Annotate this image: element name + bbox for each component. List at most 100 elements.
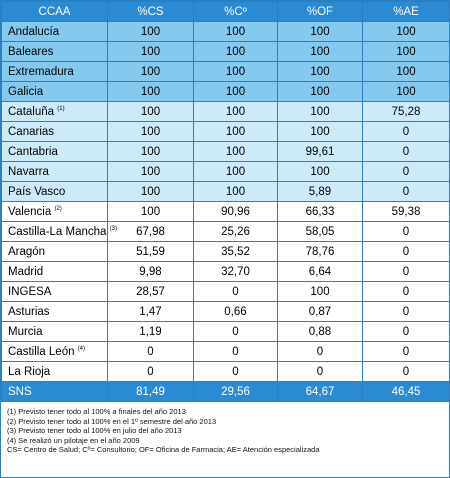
region-cell: La Rioja (1, 361, 108, 382)
region-name: Castilla-La Mancha (8, 225, 107, 238)
header-row: CCAA %CS %Cº %OF %AE (1, 1, 450, 22)
value-cell: 100 (107, 121, 194, 142)
value-cell: 0 (193, 341, 278, 362)
region-cell: Galicia (1, 81, 108, 102)
row: Cantabria 100 100 99,61 0 (1, 141, 450, 162)
value-cell: 0 (362, 261, 450, 282)
header-cell: %OF (277, 1, 363, 22)
footnote: (4) Se realizó un pilotaje en el año 200… (7, 435, 140, 445)
region-cell: Asturias (1, 301, 108, 322)
region-name: Extremadura (8, 65, 74, 78)
row: Baleares 100 100 100 100 (1, 41, 450, 62)
value-cell: 0 (107, 361, 194, 382)
header-cell: %Cº (193, 1, 278, 22)
region-name: Cataluña (8, 105, 55, 118)
row: Valencia (2) 100 90,96 66,33 59,38 (1, 201, 450, 222)
value-cell: 100 (277, 161, 363, 182)
row: Canarias 100 100 100 0 (1, 121, 450, 142)
note-ref: (1) (57, 105, 65, 112)
value-cell: 100 (277, 21, 363, 42)
region-cell: Castilla-La Mancha (3) (1, 221, 117, 242)
value-cell: 9,98 (107, 261, 194, 282)
region-cell: SNS (1, 381, 108, 402)
value-cell: 64,67 (277, 381, 363, 402)
footnote: CS= Centro de Salud; Cº= Consultorio; OF… (7, 445, 320, 454)
region-cell: Cataluña (1) (1, 101, 108, 122)
value-cell: 100 (277, 281, 363, 302)
value-cell: 0 (362, 281, 450, 302)
region-cell: Castilla León (4) (1, 341, 108, 362)
note-ref: (3) (109, 225, 117, 232)
region-name: País Vasco (8, 185, 66, 198)
value-cell: 100 (193, 101, 278, 122)
row: Cataluña (1) 100 100 100 75,28 (1, 101, 450, 122)
value-cell: 59,38 (362, 201, 450, 222)
value-cell: 1,47 (107, 301, 194, 322)
region-name: Canarias (8, 125, 55, 138)
value-cell: 46,45 (362, 381, 450, 402)
value-cell: 0 (193, 361, 278, 382)
value-cell: 100 (107, 201, 194, 222)
value-cell: 100 (193, 61, 278, 82)
header-cell: %AE (362, 1, 450, 22)
value-cell: 100 (362, 61, 450, 82)
region-name: Baleares (8, 45, 54, 58)
value-cell: 100 (193, 161, 278, 182)
value-cell: 29,56 (193, 381, 278, 402)
region-cell: Cantabria (1, 141, 108, 162)
value-cell: 100 (107, 61, 194, 82)
value-cell: 0,87 (277, 301, 363, 322)
region-name: INGESA (8, 285, 52, 298)
row: INGESA 28,57 0 100 0 (1, 281, 450, 302)
region-name: Galicia (8, 85, 44, 98)
value-cell: 81,49 (107, 381, 194, 402)
value-cell: 100 (277, 81, 363, 102)
value-cell: 100 (277, 121, 363, 142)
value-cell: 0 (277, 361, 363, 382)
value-cell: 58,05 (277, 221, 363, 242)
region-cell: Aragón (1, 241, 108, 262)
region-name: Navarra (8, 165, 49, 178)
region-cell: INGESA (1, 281, 108, 302)
region-cell: País Vasco (1, 181, 108, 202)
header-cell: CCAA (1, 1, 108, 22)
value-cell: 100 (277, 61, 363, 82)
region-name: Asturias (8, 305, 50, 318)
value-cell: 100 (193, 41, 278, 62)
value-cell: 99,61 (277, 141, 363, 162)
region-name: Cantabria (8, 145, 58, 158)
value-cell: 78,76 (277, 241, 363, 262)
region-cell: Navarra (1, 161, 108, 182)
footnotes: (1) Previsto tener todo al 100% a finale… (1, 402, 449, 460)
value-cell: 6,64 (277, 261, 363, 282)
value-cell: 0,66 (193, 301, 278, 322)
footnote: (2) Previsto tener todo al 100% en el 1º… (7, 416, 217, 426)
value-cell: 0 (362, 161, 450, 182)
value-cell: 0 (362, 141, 450, 162)
row: Castilla León (4) 0 0 0 0 (1, 341, 450, 362)
row: Andalucía 100 100 100 100 (1, 21, 450, 42)
value-cell: 100 (107, 101, 194, 122)
value-cell: 100 (107, 161, 194, 182)
region-cell: Madrid (1, 261, 108, 282)
row: La Rioja 0 0 0 0 (1, 361, 450, 382)
region-name: SNS (8, 385, 32, 398)
footnote: (3) Previsto tener todo al 100% en julio… (7, 426, 182, 435)
value-cell: 0 (362, 361, 450, 382)
value-cell: 100 (193, 121, 278, 142)
value-cell: 0 (193, 321, 278, 342)
value-cell: 28,57 (107, 281, 194, 302)
value-cell: 100 (277, 101, 363, 122)
value-cell: 0 (362, 121, 450, 142)
value-cell: 100 (193, 81, 278, 102)
value-cell: 0 (193, 281, 278, 302)
region-name: Madrid (8, 265, 44, 278)
value-cell: 100 (362, 41, 450, 62)
value-cell: 0 (107, 341, 194, 362)
region-cell: Baleares (1, 41, 108, 62)
value-cell: 75,28 (362, 101, 450, 122)
value-cell: 0 (362, 341, 450, 362)
row: País Vasco 100 100 5,89 0 (1, 181, 450, 202)
header-cell: %CS (107, 1, 194, 22)
